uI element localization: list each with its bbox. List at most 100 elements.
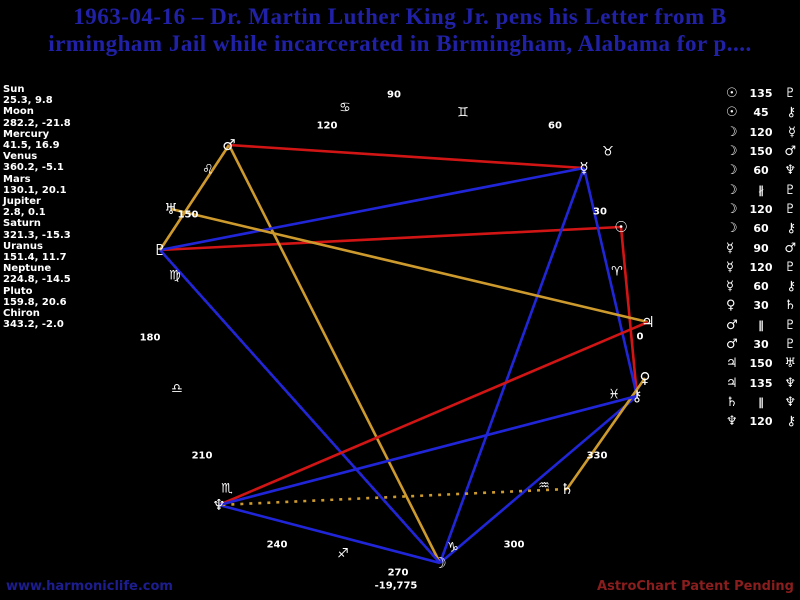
aspect-planet2-glyph: ⚷ — [786, 414, 796, 430]
aspect-planet2-glyph: ♇ — [784, 182, 796, 198]
planet-name-moon: Moon — [3, 106, 34, 118]
degree-label-240: 240 — [266, 539, 288, 551]
aspect-row: ☽ 120 ♇ — [726, 200, 798, 219]
aspect-planet2-glyph: ⚷ — [786, 221, 796, 237]
chart-title: 1963-04-16 – Dr. Martin Luther King Jr. … — [0, 3, 800, 57]
aspect-angle: ∥ — [758, 395, 764, 409]
planet-glyph-saturn: ♄ — [560, 480, 574, 498]
aspect-line-neptune-chiron — [218, 394, 638, 507]
planet-name-saturn: Saturn — [3, 218, 41, 230]
zodiac-sign-glyph: ♌ — [202, 162, 214, 178]
planet-name-jupiter: Jupiter — [3, 196, 41, 208]
aspect-planet2-glyph: ☿ — [788, 124, 796, 140]
aspect-planet1-glyph: ☽ — [726, 201, 738, 217]
aspect-row: ☉ 135 ♇ — [726, 84, 798, 103]
aspect-line-saturn-neptune — [218, 487, 568, 507]
aspect-planet2-glyph: ♇ — [784, 337, 796, 352]
aspect-line-moon-chiron — [439, 395, 638, 564]
degree-label-270: 270 — [387, 567, 409, 579]
aspect-planet2-glyph: ⚷ — [786, 105, 796, 121]
bottom-annotation: -19,775 — [374, 580, 418, 592]
aspect-line-moon-mercury — [438, 167, 586, 564]
degree-label-150: 150 — [177, 209, 199, 221]
chart-title-line1: 1963-04-16 – Dr. Martin Luther King Jr. … — [73, 4, 727, 29]
degree-label-0: 0 — [636, 331, 644, 343]
aspect-row: ☽ ∦ ♇ — [726, 180, 798, 199]
zodiac-sign-glyph: ♎ — [171, 381, 183, 397]
planet-value-mars: 130.1, 20.1 — [3, 184, 67, 196]
planet-glyph-neptune: ♆ — [212, 496, 226, 514]
planet-name-chiron: Chiron — [3, 308, 40, 320]
aspect-line-sun-pluto — [159, 225, 622, 252]
aspect-planet2-glyph: ♄ — [784, 298, 796, 314]
aspect-row: ☽ 60 ♆ — [726, 161, 798, 180]
aspect-angle: 30 — [753, 299, 769, 313]
watermark-link[interactable]: www.harmoniclife.com — [6, 579, 173, 594]
aspect-angle: 135 — [749, 87, 773, 101]
degree-label-90: 90 — [387, 89, 401, 101]
patent-pending-label: AstroChart Patent Pending — [597, 579, 794, 594]
planet-name-venus: Venus — [3, 151, 38, 163]
aspect-line-moon-neptune — [218, 503, 441, 565]
aspect-line-sun-chiron — [619, 226, 639, 397]
zodiac-sign-glyph: ♒ — [538, 478, 550, 494]
degree-label-210: 210 — [191, 450, 213, 462]
planet-value-sun: 25.3, 9.8 — [3, 95, 53, 107]
aspect-row: ☽ 120 ☿ — [726, 123, 798, 142]
planet-name-sun: Sun — [3, 84, 25, 95]
aspect-planet2-glyph: ♂ — [784, 144, 796, 160]
aspect-planet1-glyph: ♃ — [726, 356, 738, 372]
planet-value-moon: 282.2, -21.8 — [3, 117, 71, 129]
aspect-planet1-glyph: ☽ — [726, 182, 738, 198]
aspect-row: ☽ 150 ♂ — [726, 142, 798, 161]
aspect-angle: 120 — [749, 415, 773, 429]
zodiac-sign-glyph: ♏ — [221, 481, 233, 497]
aspect-row: ♂ ∥ ♇ — [726, 316, 798, 335]
degree-label-300: 300 — [503, 539, 525, 551]
planet-positions-panel: Sun 25.3, 9.8 Moon 282.2, -21.8 Mercury 41.5,… — [3, 84, 71, 330]
zodiac-sign-glyph: ♋ — [339, 100, 351, 116]
planet-name-pluto: Pluto — [3, 285, 33, 297]
aspect-line-mercury-pluto — [159, 166, 585, 252]
aspect-angle: 90 — [753, 241, 769, 255]
aspect-planet2-glyph: ♂ — [784, 240, 796, 256]
planet-glyph-jupiter: ♃ — [641, 313, 655, 331]
degree-label-330: 330 — [586, 450, 608, 462]
aspect-planet1-glyph: ☽ — [726, 124, 738, 140]
aspect-planet1-glyph: ☉ — [726, 86, 738, 102]
aspect-row: ♃ 150 ♅ — [726, 354, 798, 373]
aspect-line-moon-pluto — [159, 249, 441, 564]
zodiac-sign-glyph: ♈ — [611, 264, 623, 280]
degree-label-120: 120 — [316, 120, 338, 132]
aspect-angle: 60 — [753, 222, 769, 236]
planet-glyph-mars: ♂ — [222, 136, 236, 154]
zodiac-sign-glyph: ♑ — [447, 540, 459, 556]
aspect-angle: 120 — [749, 125, 773, 139]
aspect-planet1-glyph: ♂ — [726, 317, 738, 333]
aspect-angle: 120 — [749, 202, 773, 216]
aspect-line-mercury-chiron — [582, 167, 639, 397]
degree-label-180: 180 — [139, 332, 161, 344]
aspect-angle: 60 — [753, 280, 769, 294]
aspect-planet2-glyph: ♇ — [784, 317, 796, 333]
planet-glyph-mercury: ☿ — [579, 159, 589, 177]
aspect-line-mercury-mars — [228, 143, 585, 170]
aspect-planet1-glyph: ♃ — [726, 375, 738, 391]
aspect-line-mars-pluto — [158, 144, 231, 251]
planet-value-pluto: 159.8, 20.6 — [3, 296, 67, 308]
aspect-planet2-glyph: ♅ — [784, 356, 796, 372]
planet-glyph-pluto: ♇ — [153, 241, 167, 259]
planet-value-mercury: 41.5, 16.9 — [3, 140, 60, 152]
planet-value-neptune: 224.8, -14.5 — [3, 274, 71, 286]
planet-value-jupiter: 2.8, 0.1 — [3, 207, 46, 219]
aspect-planet1-glyph: ☿ — [726, 259, 734, 275]
aspect-planet2-glyph: ♆ — [784, 394, 796, 410]
aspect-line-jupiter-uranus — [170, 207, 649, 324]
aspect-planet1-glyph: ♄ — [726, 394, 738, 410]
planet-glyph-chiron: ⚷ — [631, 387, 643, 405]
aspect-angle: ∦ — [758, 183, 764, 197]
aspect-angle: 30 — [753, 338, 769, 351]
zodiac-sign-glyph: ♍ — [169, 268, 181, 284]
planet-value-uranus: 151.4, 11.7 — [3, 252, 67, 264]
